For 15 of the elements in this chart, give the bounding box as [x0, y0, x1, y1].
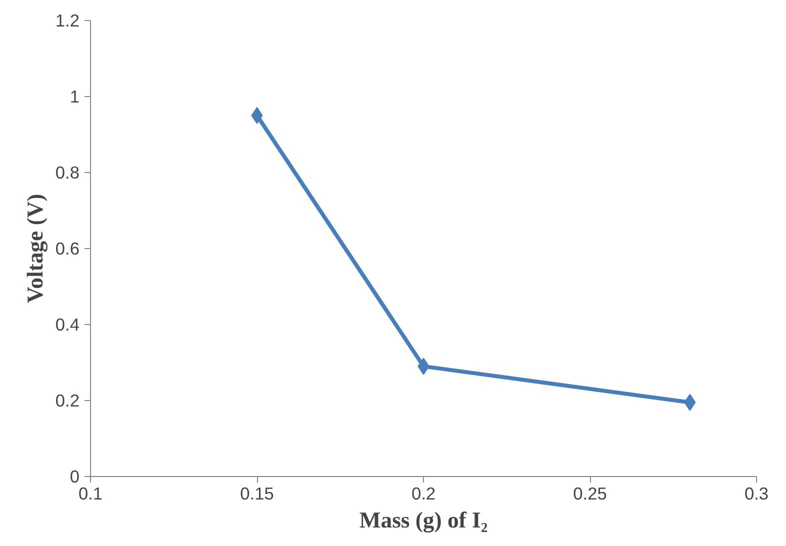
y-tick-label: 0.4	[55, 314, 80, 334]
x-tick-label: 0.15	[240, 484, 274, 504]
y-tick-label: 0.6	[55, 238, 80, 258]
x-tick-label: 0.3	[744, 484, 769, 504]
y-tick-label: 1.2	[55, 10, 80, 30]
y-axis-title: Voltage (V)	[22, 194, 48, 304]
x-tick-label: 0.1	[78, 484, 103, 504]
x-axis-title: Mass (g) of I₂	[359, 508, 488, 532]
y-tick-label: 1	[70, 86, 80, 106]
y-tick-label: 0.8	[55, 162, 80, 182]
x-tick-label: 0.25	[573, 484, 607, 504]
y-tick-label: 0.2	[55, 390, 80, 410]
y-tick-label: 0	[70, 466, 80, 486]
point	[251, 107, 263, 124]
x-tick-label: 0.2	[411, 484, 436, 504]
